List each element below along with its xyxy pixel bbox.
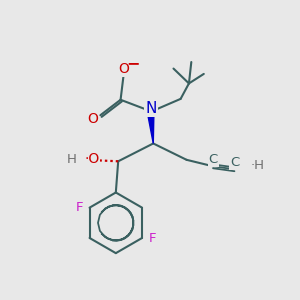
Text: O: O — [88, 112, 98, 126]
Text: ·H: ·H — [250, 159, 264, 172]
Text: N: N — [145, 100, 157, 116]
Text: C: C — [230, 156, 239, 169]
Text: F: F — [149, 232, 156, 245]
Text: O: O — [118, 62, 129, 76]
Text: H: H — [66, 153, 76, 166]
Text: −: − — [127, 56, 140, 71]
Text: ·O: ·O — [84, 152, 99, 166]
Text: F: F — [75, 201, 83, 214]
Text: C: C — [209, 153, 218, 166]
Polygon shape — [148, 115, 154, 143]
